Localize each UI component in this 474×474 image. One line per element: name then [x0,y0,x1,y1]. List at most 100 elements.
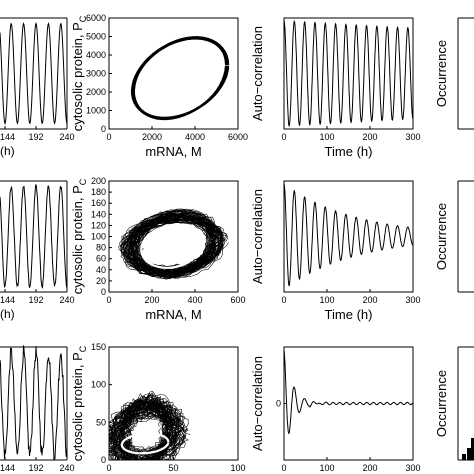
x-tick-label: 240 [59,295,74,305]
trajectory-loop [134,36,227,120]
y-tick-label: 6000 [86,13,106,23]
y-axis-label: Occurrence [434,40,449,107]
y-axis-label: Auto−correlation [250,356,265,451]
trajectory-loop [132,38,228,118]
trajectory-loop [134,38,227,119]
x-tick-label: 0 [281,463,286,473]
trajectory-loop [117,398,176,460]
trajectory-loop [132,36,228,119]
trajectory-loop [134,38,228,118]
x-tick-label: 4000 [185,132,205,142]
x-tick-label: 0 [106,295,111,305]
trajectory-loop [109,396,186,460]
y-tick-label: 100 [91,232,106,242]
phase-portrait [118,208,229,280]
y-tick-label: 5000 [86,32,106,42]
plot-frame [108,17,239,130]
trajectory-loop [131,38,230,119]
trajectory-loop [132,38,229,119]
trajectory-loop [109,400,184,460]
y-tick-label: 0 [276,399,281,409]
trajectory-loop [121,410,181,451]
y-tick-label: 3000 [86,69,106,79]
x-tick-label: 300 [405,463,420,473]
plot-frame [283,17,414,130]
y-tick-label: 0 [101,455,106,465]
trajectory-loop [133,36,227,120]
time-series-line [0,345,68,461]
trajectory-loop [133,38,227,119]
time-series-line [0,184,68,289]
trajectory-loop [118,399,166,460]
y-tick-label: 0 [101,124,106,134]
y-tick-label: 80 [96,243,106,253]
trajectory-loop [118,393,172,460]
y-tick-label: 60 [96,254,106,264]
x-axis-label: (h) [0,144,15,158]
x-axis-label: mRNA, M [145,307,201,322]
x-tick-label: 200 [144,295,159,305]
y-tick-label: 4000 [86,50,106,60]
autocorrelation-line [283,20,414,127]
x-tick-label: 192 [28,295,43,305]
plot-frame [283,180,414,293]
y-axis-label: cytosolic protein, PC [70,15,88,131]
x-tick-label: 192 [28,463,43,473]
y-tick-label: 180 [91,187,106,197]
trajectory-group [109,391,191,460]
x-tick-label: 300 [405,295,420,305]
y-tick-label: 2000 [86,87,106,97]
trajectory-loop [133,37,226,118]
trajectory-loop [133,37,226,121]
trajectory-loop [131,36,229,120]
trajectory-loop [128,216,222,278]
mean-cycle-line [140,224,203,269]
y-tick-label: 200 [91,176,106,186]
trajectory-loop [133,36,227,120]
x-tick-label: 192 [28,132,43,142]
trajectory-loop [132,38,227,119]
trajectory-loop [133,38,226,119]
y-tick-label: 50 [96,417,106,427]
y-axis-label-main: cytosolic protein, P [70,22,85,131]
trajectory-loop [132,37,228,119]
trajectory-loop [121,209,224,277]
trajectory-loop [133,36,226,119]
trajectory-loop [119,213,224,277]
y-tick-label: 0 [101,287,106,297]
trajectory-loop [118,400,171,460]
x-tick-label: 100 [319,132,334,142]
x-tick-label: 100 [319,463,334,473]
trajectory-group [130,36,230,121]
trajectory-loop [132,37,228,119]
trajectory-loop [133,37,227,119]
trajectory-loop [132,36,227,120]
trajectory-loop [133,214,217,275]
y-axis-label-main: cytosolic protein, P [70,185,85,294]
phase-portrait [109,391,191,460]
y-axis-label-sub: C [78,345,88,352]
trajectory-loop [132,37,228,118]
x-axis-label: (h) [0,307,15,321]
x-tick-label: 0 [106,132,111,142]
trajectory-loop [133,37,227,119]
x-tick-label: 400 [187,295,202,305]
y-axis-label-sub: C [78,15,88,22]
trajectory-loop [109,404,187,460]
y-tick-label: 160 [91,198,106,208]
x-tick-label: 200 [362,132,377,142]
trajectory-loop [131,37,230,119]
y-tick-label: 150 [91,342,106,352]
trajectory-loop [133,36,226,120]
y-tick-label: 40 [96,265,106,275]
x-tick-label: 144 [0,132,15,142]
autocorrelation-line [283,183,414,287]
x-tick-label: 2000 [142,132,162,142]
trajectory-loop [131,38,229,119]
trajectory-loop [132,38,229,119]
trajectory-loop [131,38,229,119]
trajectory-loop [134,37,227,119]
histogram-bar [462,454,466,460]
x-axis-label: Time (h) [325,144,373,159]
y-axis-label: Occurrence [434,370,449,437]
